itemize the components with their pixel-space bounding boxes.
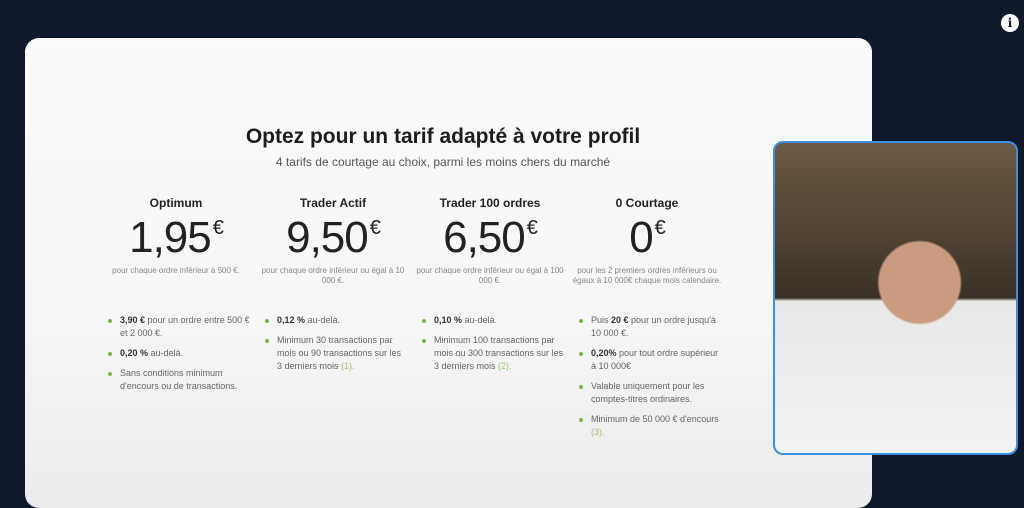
plan-3: 0 Courtage 0 € pour les 2 premiers ordres…	[572, 196, 722, 446]
feature-item: Minimum 100 transactions par mois ou 300…	[420, 334, 565, 373]
plan-1: Trader Actif 9,50 € pour chaque ordre inf…	[258, 196, 408, 380]
plan-price: 1,95 €	[101, 216, 251, 260]
plan-price: 0 €	[572, 216, 722, 260]
feature-item: 0,20 % au-delà.	[106, 347, 251, 360]
plan-features: 0,12 % au-delà. Minimum 30 transactions p…	[258, 314, 408, 373]
feature-highlight: 20 €	[611, 315, 629, 325]
price-value: 1,95	[129, 213, 212, 262]
price-currency: €	[369, 217, 381, 239]
price-value: 0	[629, 213, 654, 262]
feature-prefix: Puis	[591, 315, 612, 325]
price-value: 6,50	[443, 213, 526, 262]
feature-item: 3,90 € pour un ordre entre 500 € et 2 00…	[106, 314, 251, 340]
feature-item: Minimum de 50 000 € d'encours (3).	[577, 413, 722, 439]
feature-item: Minimum 30 transactions par mois ou 90 t…	[263, 334, 408, 373]
feature-highlight: 0,10 %	[434, 315, 463, 325]
feature-text: Minimum de 50 000 € d'encours	[591, 414, 719, 424]
plan-note: pour chaque ordre inférieur ou égal à 10…	[261, 266, 405, 285]
plan-features: Puis 20 € pour un ordre jusqu'à 10 000 €…	[572, 314, 722, 439]
slide-subtitle: 4 tarifs de courtage au choix, parmi les…	[275, 155, 611, 169]
feature-text: pour un ordre entre 500 € et 2 000 €.	[120, 315, 250, 338]
feature-text: pour un ordre jusqu'à 10 000 €.	[591, 315, 716, 338]
plan-note: pour chaque ordre inférieur ou égal à 10…	[416, 266, 564, 285]
plan-name: Optimum	[149, 196, 203, 210]
plan-name: Trader 100 ordres	[439, 196, 541, 210]
slide-title: Optez pour un tarif adapté à votre profi…	[245, 125, 641, 148]
feature-highlight: 0,12 %	[277, 315, 306, 325]
plan-price: 9,50 €	[258, 216, 408, 260]
plan-0: Optimum 1,95 € pour chaque ordre inférieu…	[101, 196, 251, 400]
footnote-link[interactable]: (2).	[498, 361, 512, 371]
footnote-link[interactable]: (1).	[341, 361, 355, 371]
plan-features: 3,90 € pour un ordre entre 500 € et 2 00…	[101, 314, 251, 393]
feature-item: Sans conditions minimum d'encours ou de …	[106, 367, 251, 393]
webcam-video	[773, 141, 1018, 455]
feature-text: Minimum 30 transactions par mois ou 90 t…	[277, 335, 402, 371]
feature-item: Puis 20 € pour un ordre jusqu'à 10 000 €…	[577, 314, 722, 340]
plan-header: 0 Courtage 0 € pour les 2 premiers ordres…	[572, 196, 722, 314]
price-currency: €	[212, 217, 224, 239]
feature-highlight: 3,90 €	[120, 315, 146, 325]
feature-item: 0,10 % au-delà.	[420, 314, 565, 327]
feature-text: Minimum 100 transactions par mois ou 300…	[434, 335, 564, 371]
feature-highlight: 0,20%	[591, 348, 617, 358]
price-currency: €	[526, 217, 538, 239]
plan-2: Trader 100 ordres 6,50 € pour chaque ordr…	[415, 196, 565, 380]
plan-note: pour les 2 premiers ordres inférieurs ou…	[572, 266, 722, 285]
plan-name: 0 Courtage	[615, 196, 679, 210]
feature-text: Sans conditions minimum d'encours ou de …	[120, 368, 238, 391]
feature-item: Valable uniquement pour les comptes-titr…	[577, 380, 722, 406]
price-currency: €	[654, 217, 666, 239]
feature-text: Valable uniquement pour les comptes-titr…	[591, 381, 705, 404]
plan-name: Trader Actif	[299, 196, 367, 210]
feature-highlight: 0,20 %	[120, 348, 149, 358]
footnote-link[interactable]: (3).	[591, 427, 605, 437]
plan-price: 6,50 €	[415, 216, 565, 260]
plan-header: Trader Actif 9,50 € pour chaque ordre inf…	[258, 196, 408, 314]
info-icon[interactable]: i	[1001, 14, 1019, 32]
plan-features: 0,10 % au-delà. Minimum 100 transactions …	[415, 314, 565, 373]
feature-text: pour tout ordre supérieur à 10 000€	[591, 348, 719, 371]
pricing-slide: Optez pour un tarif adapté à votre profi…	[25, 38, 872, 508]
plan-header: Trader 100 ordres 6,50 € pour chaque ordr…	[415, 196, 565, 314]
plan-note: pour chaque ordre inférieur à 500 €.	[112, 266, 240, 275]
feature-text: au-delà.	[462, 315, 498, 325]
feature-text: au-delà.	[305, 315, 341, 325]
price-value: 9,50	[286, 213, 369, 262]
feature-text: au-delà.	[148, 348, 184, 358]
plan-header: Optimum 1,95 € pour chaque ordre inférieu…	[101, 196, 251, 314]
feature-item: 0,20% pour tout ordre supérieur à 10 000…	[577, 347, 722, 373]
feature-item: 0,12 % au-delà.	[263, 314, 408, 327]
